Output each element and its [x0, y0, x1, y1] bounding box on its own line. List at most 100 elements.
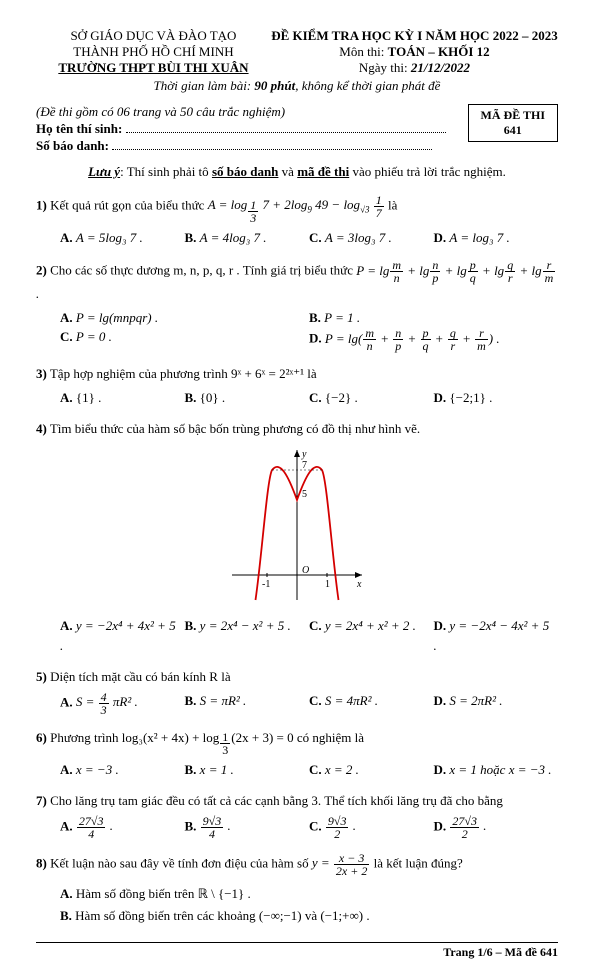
label-a: A.: [60, 230, 73, 245]
q7-choices: A. 27√34 . B. 9√34 . C. 9√32 . D. 27√32 …: [60, 815, 558, 840]
label-b: B.: [185, 818, 197, 833]
q2-choices: A. P = lg(mnpqr) . B. P = 1 . C. P = 0 .…: [60, 308, 558, 353]
q8-lead: 8): [36, 855, 47, 870]
q5-choices: A. S = 43 πR² . B. S = πR² . C. S = 4πR²…: [60, 691, 558, 716]
subject-value: TOÁN – KHỐI 12: [388, 44, 490, 59]
question-6: 6) Phương trình log₃(x² + 4x) + log13(2x…: [36, 728, 558, 780]
q7-c: C. 9√32 .: [309, 815, 434, 840]
date-line: Ngày thi: 21/12/2022: [271, 60, 558, 76]
label-d: D.: [434, 693, 447, 708]
q4-text: Tìm biểu thức của hàm số bậc bốn trùng p…: [47, 421, 420, 436]
q5-a: A. S = 43 πR² .: [60, 691, 185, 716]
q7-a: A. 27√34 .: [60, 815, 185, 840]
q1-a-val: A = 5log₃ 7 .: [76, 230, 143, 245]
q1-expr: A = log13 7 + 2log9 49 − log√3 17: [208, 197, 385, 212]
q1-b-val: A = 4log₃ 7 .: [200, 230, 267, 245]
q3-d: D. {−2;1} .: [434, 388, 559, 408]
school-name: TRƯỜNG THPT BÙI THI XUÂN: [36, 60, 271, 76]
q2-lead: 2): [36, 263, 47, 278]
q3-lead: 3): [36, 366, 47, 381]
svg-text:y: y: [301, 449, 307, 460]
q7-d: D. 27√32 .: [434, 815, 559, 840]
header-left: SỞ GIÁO DỤC VÀ ĐÀO TẠO THÀNH PHỐ HỒ CHÍ …: [36, 28, 271, 76]
q5-lead: 5): [36, 669, 47, 684]
q1-b: B. A = 4log₃ 7 .: [185, 228, 310, 248]
q6-a: A. x = −3 .: [60, 760, 185, 780]
q2-b-val: P = 1 .: [324, 310, 360, 325]
question-8: 8) Kết luận nào sau đây về tính đơn điệu…: [36, 852, 558, 926]
svg-text:O: O: [302, 565, 309, 576]
q2-d: D. P = lg(mn + np + pq + qr + rm) .: [309, 327, 558, 352]
q5-d: D. S = 2πR² .: [434, 691, 559, 716]
q6-d: D. x = 1 hoặc x = −3 .: [434, 760, 559, 780]
q1-c: C. A = 3log₃ 7 .: [309, 228, 434, 248]
q7-lead: 7): [36, 793, 47, 808]
q4-b: B. y = 2x⁴ − x² + 5 .: [185, 616, 310, 655]
q1-c-val: A = 3log₃ 7 .: [325, 230, 392, 245]
q2-b: B. P = 1 .: [309, 308, 558, 328]
header-right: ĐỀ KIỂM TRA HỌC KỲ I NĂM HỌC 2022 – 2023…: [271, 28, 558, 76]
question-1: 1) Kết quả rút gọn của biểu thức A = log…: [36, 194, 558, 247]
label-b: B.: [185, 693, 197, 708]
label-c: C.: [309, 762, 322, 777]
subject-label: Môn thi:: [339, 44, 387, 59]
label-b: B.: [185, 762, 197, 777]
q3-b-val: {0} .: [200, 390, 225, 405]
q2-d-val: P = lg(mn + np + pq + qr + rm) .: [325, 331, 500, 346]
q4-choices: A. y = −2x⁴ + 4x² + 5 . B. y = 2x⁴ − x² …: [60, 616, 558, 655]
label-c: C.: [309, 230, 322, 245]
subject-line: Môn thi: TOÁN – KHỐI 12: [271, 44, 558, 60]
label-a: A.: [60, 390, 73, 405]
svg-text:1: 1: [325, 579, 330, 590]
q7-d-val: 27√32 .: [449, 818, 486, 833]
q6-b: B. x = 1 .: [185, 760, 310, 780]
label-b: B.: [60, 908, 72, 923]
name-blank: [126, 120, 446, 133]
q4-a-val: y = −2x⁴ + 4x² + 5 .: [60, 618, 176, 653]
q3-d-val: {−2;1} .: [449, 390, 492, 405]
q5-d-val: S = 2πR² .: [449, 693, 502, 708]
question-5: 5) Diện tích mặt cầu có bán kính R là A.…: [36, 667, 558, 716]
label-b: B.: [185, 230, 197, 245]
q6-b-val: x = 1 .: [200, 762, 234, 777]
q4-c: C. y = 2x⁴ + x² + 2 .: [309, 616, 434, 655]
label-c: C.: [309, 390, 322, 405]
q3-choices: A. {1} . B. {0} . C. {−2} . D. {−2;1} .: [60, 388, 558, 408]
question-2: 2) Cho các số thực dương m, n, p, q, r .…: [36, 259, 558, 352]
time-suffix: , không kể thời gian phát đề: [295, 78, 440, 93]
q2-c: C. P = 0 .: [60, 327, 309, 352]
svg-text:x: x: [356, 579, 362, 590]
exam-code-value: 641: [481, 123, 545, 138]
exam-title: ĐỀ KIỂM TRA HỌC KỲ I NĂM HỌC 2022 – 2023: [271, 28, 558, 44]
q6-text-b: (2x + 3) = 0 có nghiệm là: [231, 730, 364, 745]
q3-a: A. {1} .: [60, 388, 185, 408]
q1-tail: là: [388, 197, 397, 212]
time-line: Thời gian làm bài: 90 phút, không kể thờ…: [36, 78, 558, 94]
q5-b-val: S = πR² .: [200, 693, 247, 708]
date-label: Ngày thi:: [359, 60, 408, 75]
q2-a: A. P = lg(mnpqr) .: [60, 308, 309, 328]
note-c: và: [278, 164, 297, 179]
q6-c-val: x = 2 .: [325, 762, 359, 777]
q6-lead: 6): [36, 730, 47, 745]
graph-wrap: 5 7 -1 1 O x y: [36, 445, 558, 611]
q6-c: C. x = 2 .: [309, 760, 434, 780]
q7-b-val: 9√34 .: [200, 818, 231, 833]
q7-a-val: 27√34 .: [76, 818, 113, 833]
label-d: D.: [434, 230, 447, 245]
label-c: C.: [309, 693, 322, 708]
label-a: A.: [60, 694, 73, 709]
question-3: 3) Tập hợp nghiệm của phương trình 9ˣ + …: [36, 364, 558, 407]
q6-a-val: x = −3 .: [76, 762, 119, 777]
q1-lead: 1): [36, 197, 47, 212]
q4-a: A. y = −2x⁴ + 4x² + 5 .: [60, 616, 185, 655]
q5-text: Diện tích mặt cầu có bán kính R là: [47, 669, 231, 684]
q8-choices: A. Hàm số đồng biến trên ℝ \ {−1} . B. H…: [60, 881, 558, 926]
q6-text-a: Phương trình log₃(x² + 4x) + log: [47, 730, 219, 745]
q1-choices: A. A = 5log₃ 7 . B. A = 4log₃ 7 . C. A =…: [60, 228, 558, 248]
page-container: SỞ GIÁO DỤC VÀ ĐÀO TẠO THÀNH PHỐ HỒ CHÍ …: [0, 0, 594, 970]
q5-c: C. S = 4πR² .: [309, 691, 434, 716]
q1-text: Kết quả rút gọn của biểu thức: [47, 197, 208, 212]
label-c: C.: [309, 818, 322, 833]
label-a: A.: [60, 886, 73, 901]
